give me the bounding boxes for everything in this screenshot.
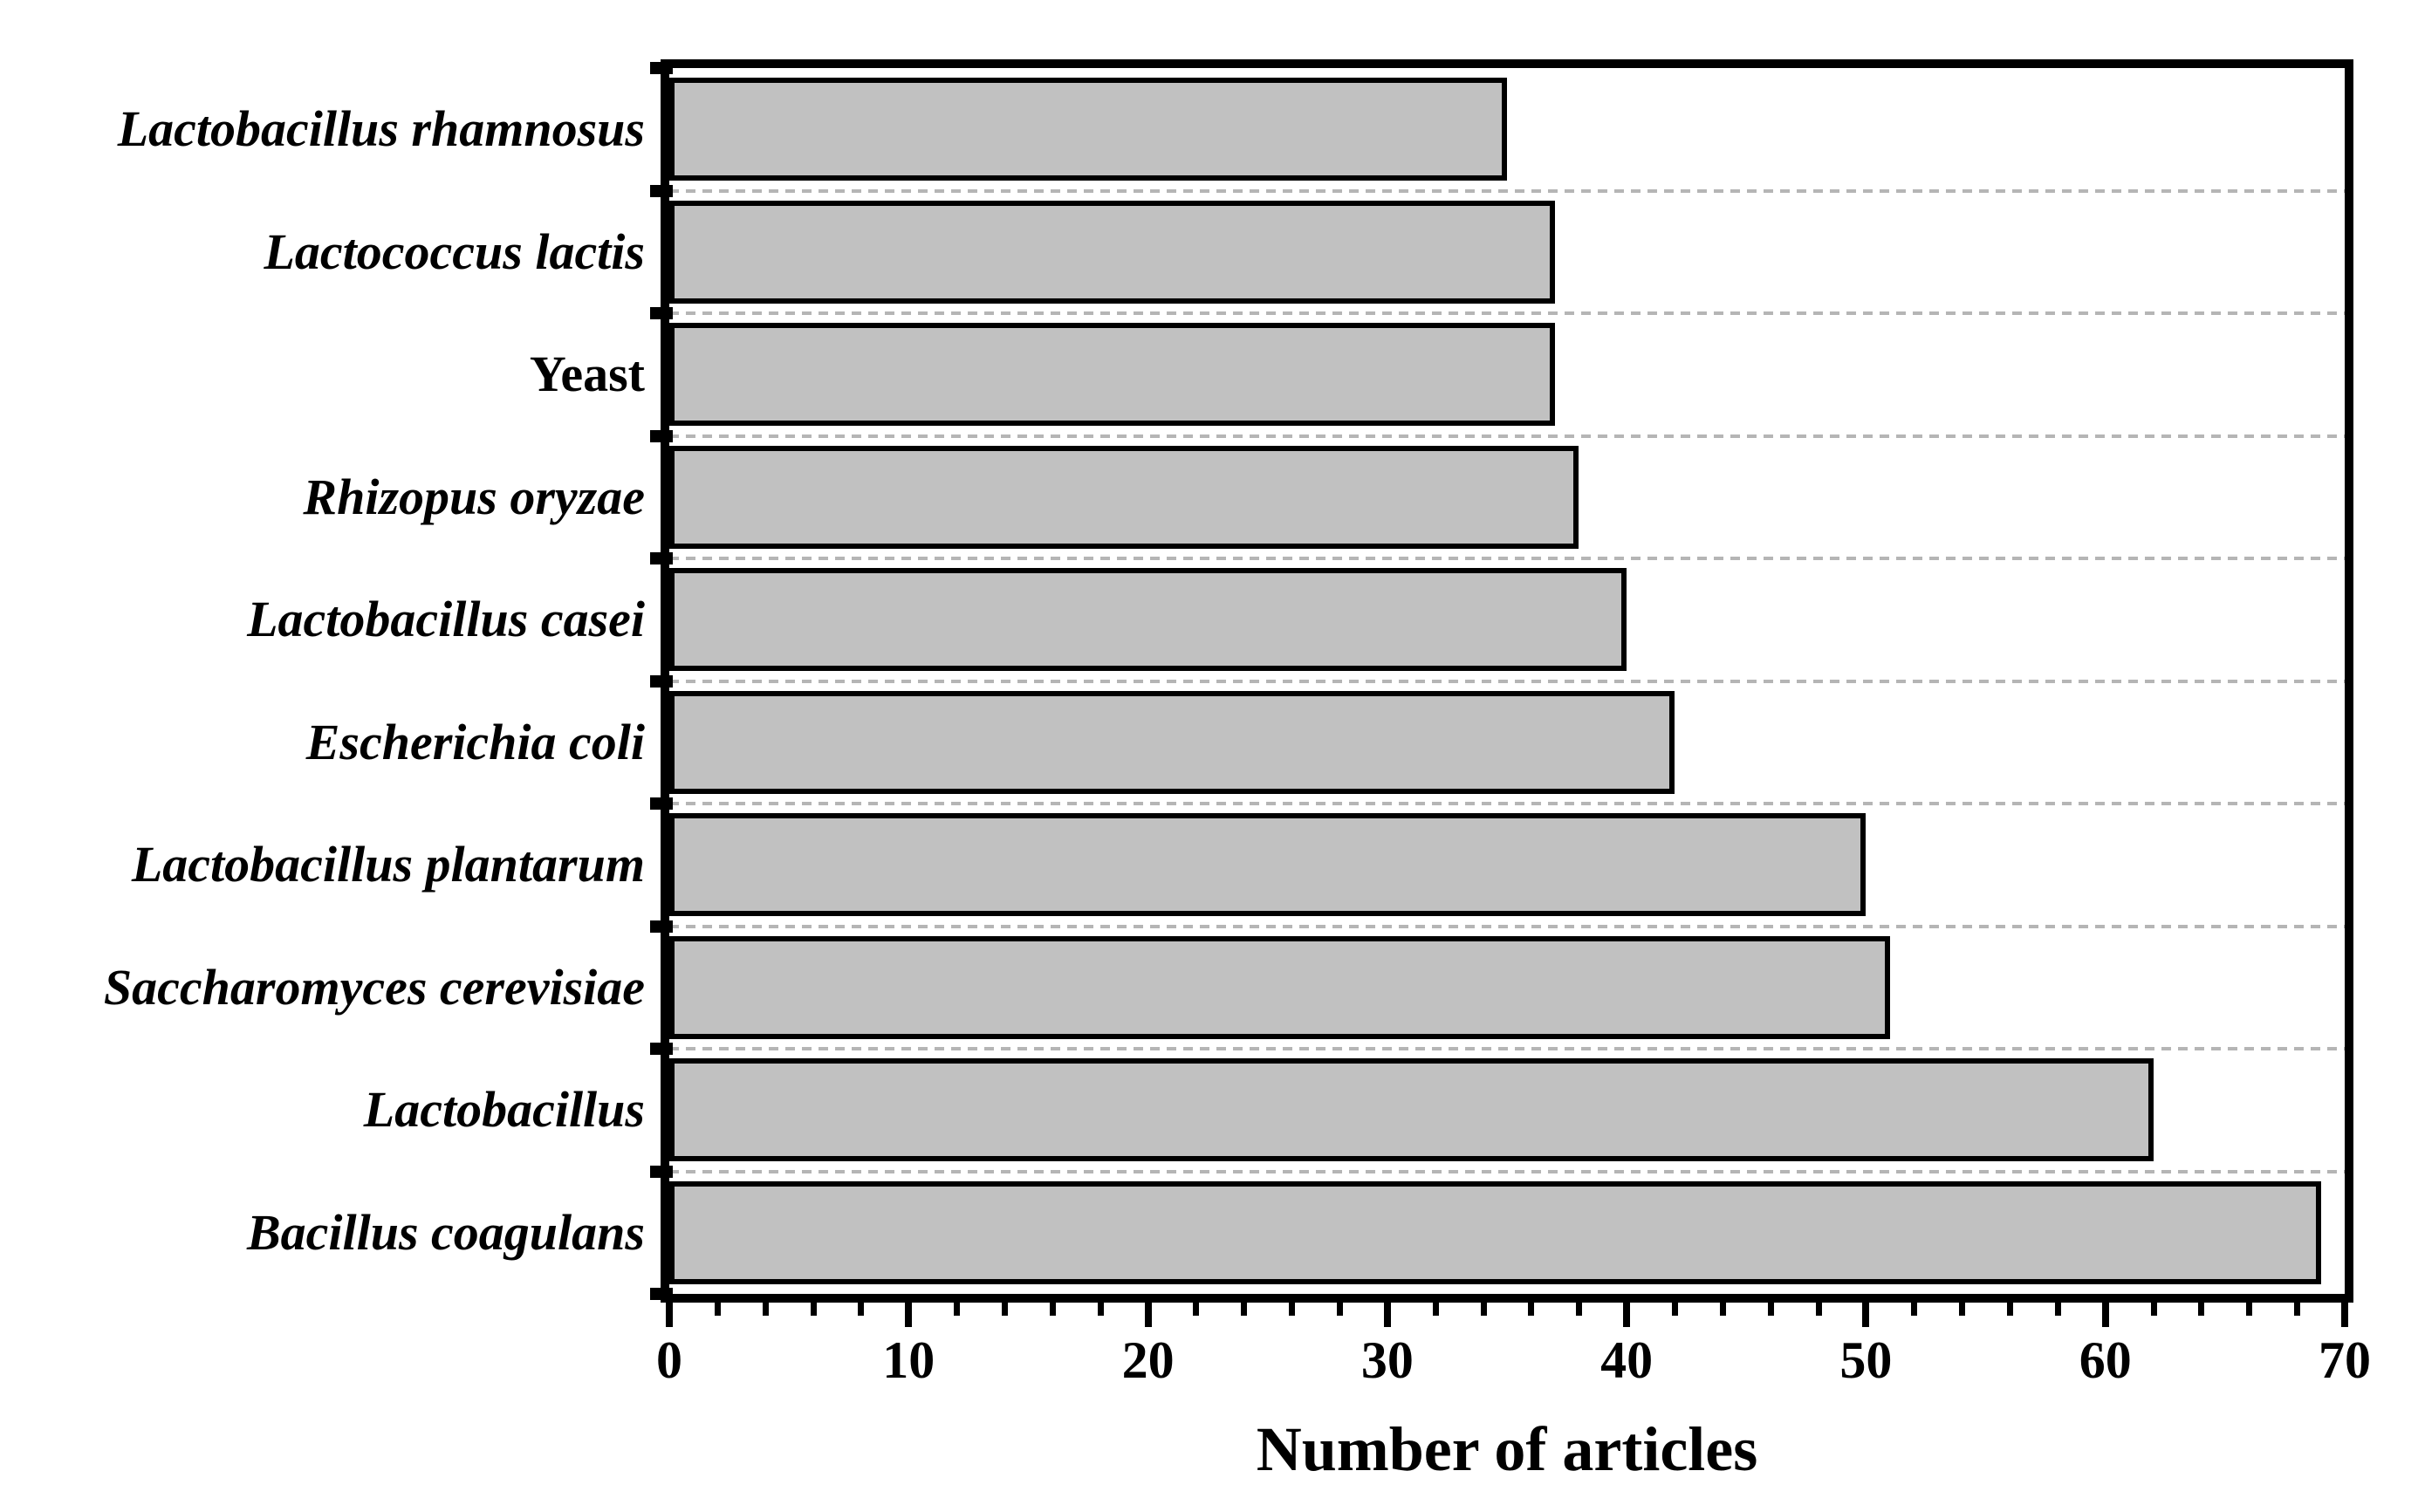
y-axis-tick bbox=[650, 62, 673, 74]
x-minor-tick bbox=[1528, 1303, 1535, 1316]
x-tick-label: 0 bbox=[656, 1331, 682, 1389]
bar bbox=[669, 445, 1579, 549]
x-minor-tick bbox=[810, 1303, 817, 1316]
x-major-tick bbox=[905, 1303, 913, 1327]
bar bbox=[669, 813, 1866, 917]
x-major-tick bbox=[2341, 1303, 2348, 1327]
gridline bbox=[669, 802, 2345, 805]
gridline bbox=[669, 1169, 2345, 1173]
gridline bbox=[669, 1047, 2345, 1050]
x-minor-tick bbox=[1719, 1303, 1726, 1316]
x-minor-tick bbox=[714, 1303, 721, 1316]
y-axis-tick bbox=[650, 674, 673, 688]
gridline bbox=[669, 679, 2345, 683]
x-minor-tick bbox=[1672, 1303, 1678, 1316]
x-major-tick bbox=[1862, 1303, 1870, 1327]
category-label: Bacillus coagulans bbox=[246, 1203, 645, 1261]
category-label: Yeast bbox=[529, 346, 645, 403]
bar bbox=[669, 568, 1627, 672]
bar bbox=[669, 690, 1675, 794]
x-minor-tick bbox=[1337, 1303, 1343, 1316]
bar bbox=[669, 200, 1555, 304]
x-minor-tick bbox=[954, 1303, 961, 1316]
category-label: Lactobacillus plantarum bbox=[131, 836, 645, 893]
gridline bbox=[669, 924, 2345, 928]
category-label: Lactobacillus bbox=[363, 1081, 645, 1139]
y-axis-tick bbox=[650, 184, 673, 197]
x-tick-label: 10 bbox=[882, 1331, 935, 1389]
y-axis-tick bbox=[650, 920, 673, 933]
category-label: Saccharomyces cerevisiae bbox=[103, 958, 645, 1016]
gridline bbox=[669, 557, 2345, 560]
x-minor-tick bbox=[762, 1303, 769, 1316]
category-label: Lactobacillus rhamnosus bbox=[117, 100, 645, 158]
gridline bbox=[669, 311, 2345, 315]
x-minor-tick bbox=[1480, 1303, 1487, 1316]
x-minor-tick bbox=[1002, 1303, 1008, 1316]
gridline bbox=[669, 434, 2345, 438]
x-minor-tick bbox=[2246, 1303, 2253, 1316]
x-tick-label: 40 bbox=[1600, 1331, 1654, 1389]
x-major-tick bbox=[1623, 1303, 1631, 1327]
x-minor-tick bbox=[2007, 1303, 2013, 1316]
x-major-tick bbox=[666, 1303, 673, 1327]
category-label: Lactococcus lactis bbox=[264, 222, 645, 280]
x-minor-tick bbox=[1911, 1303, 1918, 1316]
gridline bbox=[669, 188, 2345, 193]
x-minor-tick bbox=[2198, 1303, 2205, 1316]
x-minor-tick bbox=[2150, 1303, 2157, 1316]
x-minor-tick bbox=[1193, 1303, 1200, 1316]
x-major-tick bbox=[1383, 1303, 1391, 1327]
category-label: Lactobacillus casei bbox=[247, 591, 645, 648]
x-tick-label: 30 bbox=[1360, 1331, 1414, 1389]
y-axis-tick bbox=[650, 1165, 673, 1178]
x-axis-title: Number of articles bbox=[1256, 1414, 1758, 1484]
y-axis-tick bbox=[650, 552, 673, 564]
y-axis-tick bbox=[650, 429, 673, 442]
category-label: Rhizopus oryzae bbox=[303, 468, 645, 525]
bar bbox=[669, 1058, 2154, 1162]
bar bbox=[669, 78, 1507, 181]
x-minor-tick bbox=[1815, 1303, 1822, 1316]
bar bbox=[669, 935, 1890, 1039]
y-axis-tick bbox=[650, 307, 673, 319]
x-tick-label: 20 bbox=[1121, 1331, 1175, 1389]
y-axis-tick bbox=[650, 1043, 673, 1055]
x-minor-tick bbox=[1049, 1303, 1056, 1316]
x-minor-tick bbox=[1241, 1303, 1248, 1316]
category-label: Escherichia coli bbox=[305, 713, 645, 770]
x-minor-tick bbox=[1432, 1303, 1439, 1316]
y-axis-tick bbox=[650, 797, 673, 810]
bar bbox=[669, 1180, 2321, 1284]
x-minor-tick bbox=[2294, 1303, 2301, 1316]
x-minor-tick bbox=[1289, 1303, 1296, 1316]
x-minor-tick bbox=[1767, 1303, 1774, 1316]
x-tick-label: 50 bbox=[1839, 1331, 1893, 1389]
x-major-tick bbox=[2101, 1303, 2109, 1327]
x-minor-tick bbox=[1576, 1303, 1583, 1316]
x-minor-tick bbox=[858, 1303, 865, 1316]
x-minor-tick bbox=[1097, 1303, 1104, 1316]
y-axis-tick bbox=[650, 1288, 673, 1300]
x-tick-label: 70 bbox=[2319, 1331, 2371, 1389]
x-minor-tick bbox=[1959, 1303, 1966, 1316]
x-minor-tick bbox=[2054, 1303, 2061, 1316]
x-major-tick bbox=[1144, 1303, 1152, 1327]
bar bbox=[669, 323, 1555, 427]
x-tick-label: 60 bbox=[2079, 1331, 2132, 1389]
